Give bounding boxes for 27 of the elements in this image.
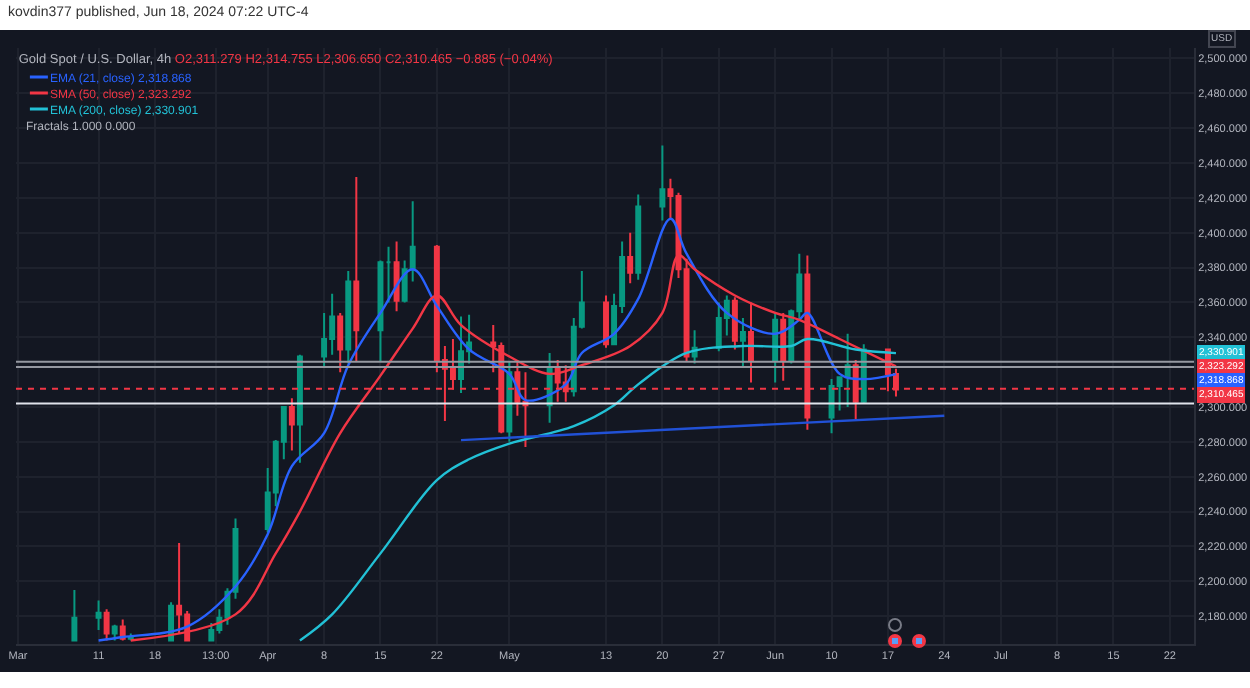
candlestick [603,294,609,349]
candlestick [393,240,400,313]
candlestick [176,541,183,635]
candlestick [296,353,303,464]
candlestick [780,311,787,382]
candlestick [111,623,118,642]
candlestick [103,608,110,642]
candlestick [95,599,102,632]
candlestick [715,301,722,353]
candlestick [345,270,352,365]
candlestick [627,231,634,285]
candlestick [772,311,779,384]
candlestick [739,317,746,368]
candlestick [71,588,78,642]
candlestick [659,144,666,222]
candlestick [337,311,344,374]
candlestick [506,360,513,443]
candlestick [458,315,464,395]
candlestick [288,397,295,452]
candlestick [385,245,392,304]
candlestick [635,193,642,281]
candlestick [731,296,738,351]
candlestick [748,301,754,384]
candlestick [353,175,360,363]
candlestick [828,378,835,435]
line-series [298,337,898,642]
candlestick [844,332,851,408]
